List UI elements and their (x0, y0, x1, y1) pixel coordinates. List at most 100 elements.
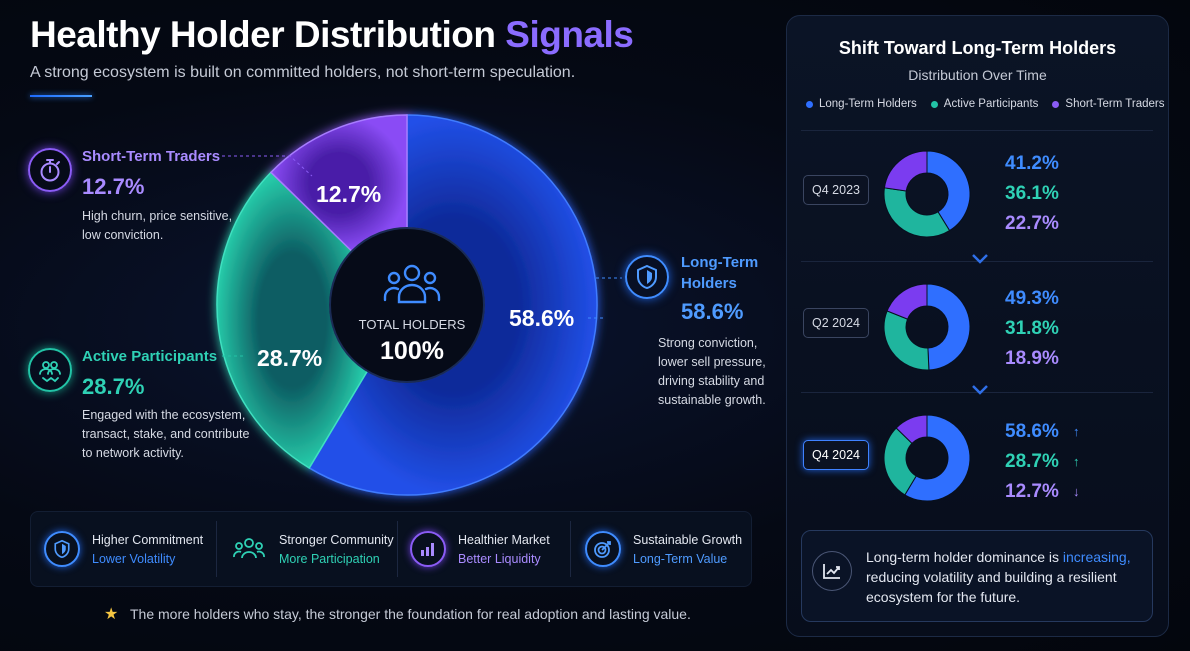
insight-text-part: reducing volatility and building a resil… (866, 569, 1117, 605)
legend-label: Short-Term Traders (1065, 98, 1165, 110)
insight-text: Long-term holder dominance is increasing… (866, 547, 1146, 607)
legend-label: Active Participants (943, 98, 1039, 110)
slice-label-long-term: 58.6% (509, 305, 575, 331)
long-term-desc-line: Strong conviction, (658, 336, 758, 350)
legend-item-active: Active Participants (930, 98, 1039, 110)
insight-highlight: increasing, (1062, 549, 1131, 565)
mini-slice-short-term (883, 150, 928, 192)
q2-2024-active: 31.8% (1005, 318, 1059, 339)
benefit-divider (570, 521, 571, 577)
long-term-desc-line: sustainable growth. (658, 393, 766, 407)
mini-slice-active (883, 310, 930, 371)
trend-up-icon: ↑ (1073, 424, 1080, 439)
active-desc: Engaged with the ecosystem, transact, st… (82, 406, 249, 463)
main-donut-chart (216, 114, 598, 496)
mini-slice-short-term (895, 414, 928, 445)
legend-item-long-term: Long-Term Holders (806, 98, 917, 110)
long-term-desc: Strong conviction, lower sell pressure, … (658, 334, 766, 410)
benefit-subtitle: Long-Term Value (633, 551, 728, 566)
title-main: Healthy Holder Distribution (30, 14, 496, 55)
benefit-item: Stronger Community More Participation (217, 531, 397, 567)
star-icon: ★ (104, 606, 119, 623)
title-accent: Signals (505, 14, 634, 55)
panel-title: Shift Toward Long-Term Holders (838, 38, 1117, 58)
panel-legend: Long-Term Holders Active Participants Sh… (806, 98, 1164, 110)
panel-divider (801, 392, 1153, 393)
long-term-title: Long-Term Holders (681, 252, 758, 294)
mini-slice-long-term (926, 283, 971, 371)
mini-slice-short-term (886, 283, 928, 320)
short-term-desc-line: High churn, price sensitive, (82, 209, 233, 223)
quarter-badge-q4-2023: Q4 2023 (803, 175, 869, 205)
benefit-subtitle: More Participation (279, 551, 380, 566)
benefit-divider (216, 521, 217, 577)
insight-box (801, 530, 1153, 622)
slice-label-active: 28.7% (257, 345, 323, 371)
panel-divider (801, 261, 1153, 262)
q4-2023-active: 36.1% (1005, 183, 1059, 204)
benefit-title: Stronger Community (279, 532, 394, 547)
mini-slice-active (883, 187, 951, 238)
mini-slice-long-term (926, 150, 971, 232)
mini-slice-long-term (904, 414, 971, 502)
title-underline (30, 95, 92, 97)
benefit-item: Sustainable Growth Long-Term Value (571, 531, 751, 567)
stopwatch-icon (28, 148, 72, 192)
q2-2024-short-term: 18.9% (1005, 348, 1059, 369)
long-term-desc-line: lower sell pressure, (658, 355, 766, 369)
q4-2024-short-term: 12.7% (1005, 481, 1059, 502)
shield-icon (625, 255, 669, 299)
mini-donut-q4-2024 (883, 414, 971, 502)
trend-down-icon: ↓ (1073, 484, 1080, 499)
benefit-title: Sustainable Growth (633, 532, 743, 547)
long-term-pct: 58.6% (681, 299, 744, 324)
benefits-bar (30, 511, 752, 587)
q4-2023-short-term: 22.7% (1005, 213, 1059, 234)
active-desc-line: transact, stake, and contribute (82, 427, 250, 441)
donut-center (329, 227, 485, 383)
total-holders-value: 100% (380, 337, 444, 365)
long-term-desc-line: driving stability and (658, 374, 765, 388)
mini-slice-active (883, 427, 917, 496)
shield-icon (44, 531, 80, 567)
benefit-divider (397, 521, 398, 577)
benefit-item: Higher Commitment Lower Volatility (30, 531, 216, 567)
footer-text: The more holders who stay, the stronger … (130, 606, 691, 622)
trend-line-icon (812, 551, 852, 591)
mini-donut-q4-2023 (883, 150, 971, 238)
benefits-row: Higher Commitment Lower Volatility Stron… (30, 511, 752, 587)
q2-2024-long-term: 49.3% (1005, 288, 1059, 309)
active-pct: 28.7% (82, 374, 145, 399)
long-term-title-line: Long-Term (681, 254, 759, 271)
people-group-icon (28, 348, 72, 392)
active-desc-line: Engaged with the ecosystem, (82, 408, 246, 422)
short-term-pct: 12.7% (82, 174, 145, 199)
page-title: Healthy Holder Distribution Signals (30, 14, 634, 56)
page-subtitle: A strong ecosystem is built on committed… (30, 64, 576, 81)
total-holders-icon (383, 264, 441, 304)
short-term-title: Short-Term Traders (82, 148, 221, 165)
quarter-badge-q4-2024: Q4 2024 (803, 440, 869, 470)
long-term-title-line: Holders (681, 275, 737, 292)
insight-text-part: Long-term holder dominance is (866, 549, 1059, 565)
legend-dot (930, 100, 938, 108)
legend-dot (806, 100, 813, 108)
bar-chart-icon (410, 531, 446, 567)
legend-label: Long-Term Holders (819, 98, 917, 110)
legend-dot (1052, 100, 1060, 108)
chevron-down-icon (971, 383, 989, 401)
slice-label-short-term: 12.7% (316, 181, 382, 207)
active-desc-line: to network activity. (82, 446, 184, 460)
q4-2023-long-term: 41.2% (1005, 153, 1059, 174)
active-title: Active Participants (82, 348, 218, 365)
community-icon (231, 531, 267, 567)
trend-up-icon: ↑ (1073, 454, 1080, 469)
benefit-subtitle: Lower Volatility (92, 551, 176, 566)
mini-donut-q2-2024 (883, 283, 971, 371)
short-term-desc-line: low conviction. (82, 228, 164, 242)
benefit-title: Healthier Market (458, 532, 550, 547)
benefit-subtitle: Better Liquidity (458, 551, 541, 566)
legend-item-short-term: Short-Term Traders (1052, 98, 1164, 110)
quarter-badge-q2-2024: Q2 2024 (803, 308, 869, 338)
benefit-item: Healthier Market Better Liquidity (398, 531, 570, 567)
